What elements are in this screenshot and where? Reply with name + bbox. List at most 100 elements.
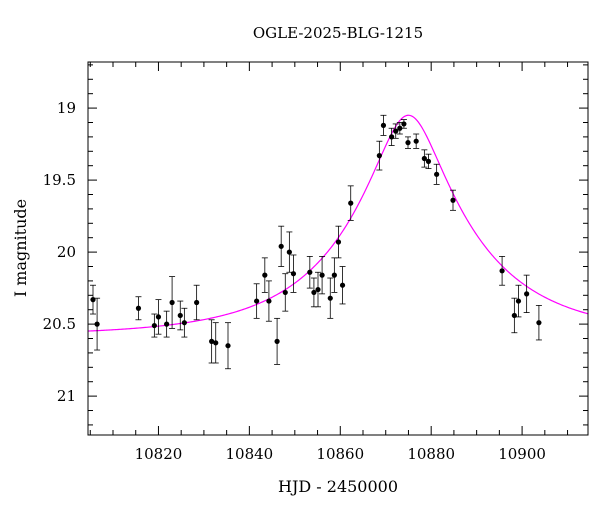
- point-marker: [425, 158, 432, 164]
- data-point: [335, 225, 342, 259]
- data-point: [94, 297, 101, 351]
- point-marker: [278, 243, 284, 249]
- point-marker: [266, 298, 272, 304]
- point-marker: [421, 155, 427, 162]
- point-marker: [181, 320, 187, 326]
- point-marker: [524, 291, 530, 297]
- data-point: [327, 277, 334, 319]
- data-point: [169, 276, 176, 329]
- data-point: [177, 300, 184, 331]
- data-point: [339, 266, 346, 305]
- data-point: [499, 256, 506, 286]
- point-marker: [348, 200, 354, 206]
- data-point: [396, 122, 403, 135]
- x-tick-label: 10900: [498, 445, 546, 463]
- data-point: [433, 163, 440, 185]
- point-marker: [515, 298, 522, 304]
- point-marker: [213, 340, 219, 346]
- axis-ticks: 10820 10840 10860 10880 10900 19 19.5 20 20.5 21: [43, 62, 588, 463]
- point-marker: [94, 321, 100, 327]
- x-tick-label: 10840: [226, 445, 274, 463]
- point-marker: [413, 138, 419, 144]
- point-marker: [286, 249, 292, 255]
- x-axis-label: HJD - 2450000: [278, 477, 398, 496]
- point-marker: [401, 121, 407, 127]
- y-tick-label: 20: [57, 243, 76, 261]
- data-point: [392, 123, 399, 139]
- point-marker: [376, 153, 382, 159]
- point-marker: [434, 171, 440, 177]
- data-point: [535, 304, 542, 341]
- data-point: [181, 307, 188, 338]
- point-marker: [331, 272, 337, 278]
- x-tick-label: 10820: [135, 445, 183, 463]
- data-point: [405, 136, 411, 149]
- data-point: [286, 231, 293, 273]
- data-point: [523, 274, 530, 313]
- data-point: [278, 225, 285, 267]
- point-marker: [194, 299, 200, 306]
- y-axis-label: I magnitude: [11, 199, 30, 297]
- chart-title: OGLE-2025-BLG-1215: [253, 24, 423, 42]
- data-point: [225, 322, 231, 370]
- data-point: [347, 185, 354, 221]
- data-point: [515, 284, 522, 318]
- point-marker: [327, 295, 333, 301]
- model-curve-layer: [87, 114, 589, 332]
- data-point: [331, 257, 338, 293]
- data-point: [380, 114, 387, 136]
- data-point: [413, 133, 420, 149]
- point-marker: [397, 125, 403, 131]
- point-marker: [177, 312, 183, 319]
- y-tick-label: 19.5: [43, 171, 76, 189]
- data-point: [261, 257, 268, 293]
- point-marker: [405, 140, 411, 146]
- point-marker: [315, 286, 321, 293]
- data-point: [511, 297, 518, 334]
- data-point: [135, 296, 142, 321]
- data-point: [400, 119, 407, 129]
- model-curve: [87, 114, 589, 332]
- data-point: [450, 189, 456, 211]
- point-marker: [262, 272, 268, 278]
- point-marker: [307, 269, 313, 275]
- data-point: [306, 256, 313, 289]
- point-marker: [225, 343, 231, 349]
- point-marker: [335, 239, 342, 245]
- point-marker: [282, 289, 288, 296]
- data-point: [151, 313, 158, 338]
- point-marker: [155, 314, 162, 320]
- point-marker: [393, 128, 399, 134]
- data-point: [155, 299, 162, 335]
- point-marker: [254, 298, 260, 304]
- y-tick-label: 20.5: [43, 315, 76, 333]
- point-marker: [380, 122, 387, 128]
- data-point: [425, 153, 432, 169]
- data-point: [376, 140, 383, 171]
- y-tick-label: 19: [57, 99, 76, 117]
- data-points-layer: [90, 114, 542, 370]
- data-point: [421, 149, 428, 168]
- point-marker: [536, 320, 542, 326]
- point-marker: [450, 197, 456, 203]
- data-point: [265, 280, 272, 322]
- data-point: [290, 254, 297, 293]
- point-marker: [311, 289, 317, 296]
- point-marker: [151, 322, 157, 329]
- point-marker: [274, 338, 280, 344]
- point-marker: [169, 299, 175, 306]
- data-point: [253, 283, 260, 319]
- data-point: [274, 317, 281, 365]
- point-marker: [319, 272, 325, 278]
- point-marker: [339, 282, 346, 288]
- y-tick-label: 21: [57, 387, 76, 405]
- data-point: [319, 256, 326, 295]
- data-point: [163, 310, 170, 338]
- point-marker: [499, 268, 505, 274]
- plot-frame: [87, 61, 589, 436]
- point-marker: [209, 338, 215, 344]
- data-point: [282, 273, 289, 312]
- data-point: [315, 271, 321, 308]
- point-marker: [164, 321, 170, 327]
